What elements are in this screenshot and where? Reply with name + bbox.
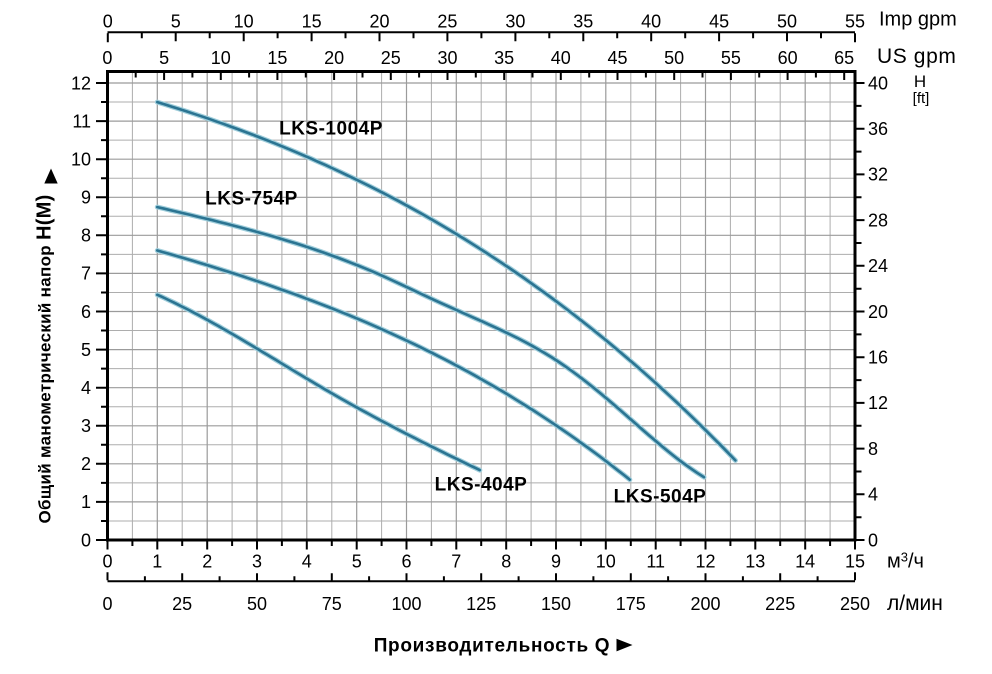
svg-text:7: 7 <box>451 552 461 572</box>
svg-text:8: 8 <box>501 552 511 572</box>
svg-text:15: 15 <box>302 12 322 32</box>
svg-text:Производительность Q: Производительность Q <box>374 636 611 657</box>
svg-text:50: 50 <box>777 12 797 32</box>
svg-text:25: 25 <box>381 48 401 68</box>
svg-text:3: 3 <box>81 416 91 436</box>
svg-text:14: 14 <box>795 552 815 572</box>
svg-text:32: 32 <box>868 165 888 185</box>
svg-text:35: 35 <box>573 12 593 32</box>
svg-text:0: 0 <box>81 530 91 550</box>
svg-text:8: 8 <box>81 226 91 246</box>
svg-text:20: 20 <box>324 48 344 68</box>
svg-text:150: 150 <box>541 594 571 614</box>
svg-text:US gpm: US gpm <box>877 45 956 68</box>
svg-text:50: 50 <box>664 48 684 68</box>
svg-text:8: 8 <box>868 439 878 459</box>
svg-text:1: 1 <box>81 492 91 512</box>
svg-text:4: 4 <box>868 485 878 505</box>
svg-text:11: 11 <box>72 111 91 131</box>
svg-text:10: 10 <box>71 150 91 170</box>
svg-text:40: 40 <box>868 73 888 93</box>
svg-text:200: 200 <box>690 594 720 614</box>
svg-text:36: 36 <box>868 119 888 139</box>
svg-text:10: 10 <box>211 48 231 68</box>
svg-text:1: 1 <box>152 552 162 572</box>
svg-text:4: 4 <box>302 552 312 572</box>
svg-text:45: 45 <box>607 48 627 68</box>
svg-text:35: 35 <box>494 48 514 68</box>
svg-text:9: 9 <box>81 188 91 208</box>
svg-text:60: 60 <box>778 48 798 68</box>
svg-text:5: 5 <box>171 12 181 32</box>
svg-text:5: 5 <box>159 48 169 68</box>
svg-text:H: H <box>914 72 926 91</box>
svg-text:30: 30 <box>437 48 457 68</box>
svg-text:5: 5 <box>81 340 91 360</box>
svg-text:LKS-754P: LKS-754P <box>205 189 298 210</box>
svg-text:100: 100 <box>391 594 421 614</box>
svg-text:10: 10 <box>234 12 254 32</box>
svg-text:28: 28 <box>868 210 888 230</box>
svg-text:Общий манометрический напор Н(: Общий манометрический напор Н(М) <box>34 194 56 523</box>
svg-text:0: 0 <box>102 552 112 572</box>
svg-text:[ft]: [ft] <box>913 90 930 107</box>
svg-text:30: 30 <box>505 12 525 32</box>
svg-text:225: 225 <box>765 594 795 614</box>
svg-text:0: 0 <box>102 594 112 614</box>
svg-text:40: 40 <box>551 48 571 68</box>
svg-text:11: 11 <box>646 552 665 572</box>
svg-text:55: 55 <box>845 12 865 32</box>
svg-text:13: 13 <box>745 552 765 572</box>
svg-text:2: 2 <box>202 552 212 572</box>
svg-text:25: 25 <box>437 12 457 32</box>
svg-text:5: 5 <box>352 552 362 572</box>
svg-text:Imp gpm: Imp gpm <box>879 9 957 31</box>
svg-text:75: 75 <box>322 594 342 614</box>
svg-text:0: 0 <box>868 530 878 550</box>
svg-text:12: 12 <box>71 73 91 93</box>
svg-text:м3/ч: м3/ч <box>887 550 924 573</box>
svg-text:15: 15 <box>267 48 287 68</box>
svg-text:15: 15 <box>845 552 865 572</box>
svg-text:45: 45 <box>709 12 729 32</box>
svg-text:LKS-404P: LKS-404P <box>435 475 528 496</box>
svg-text:12: 12 <box>868 393 888 413</box>
svg-text:7: 7 <box>81 264 91 284</box>
svg-text:3: 3 <box>252 552 262 572</box>
svg-text:50: 50 <box>247 594 267 614</box>
svg-text:20: 20 <box>868 302 888 322</box>
svg-text:0: 0 <box>103 12 113 32</box>
svg-text:175: 175 <box>616 594 646 614</box>
svg-text:16: 16 <box>868 348 888 368</box>
svg-text:0: 0 <box>102 48 112 68</box>
svg-text:55: 55 <box>721 48 741 68</box>
svg-text:л/мин: л/мин <box>887 592 943 615</box>
svg-text:LKS-1004P: LKS-1004P <box>279 119 383 140</box>
svg-text:4: 4 <box>81 378 91 398</box>
svg-text:12: 12 <box>695 552 715 572</box>
svg-text:10: 10 <box>596 552 616 572</box>
svg-text:125: 125 <box>466 594 496 614</box>
svg-text:25: 25 <box>172 594 192 614</box>
svg-text:24: 24 <box>868 256 888 276</box>
svg-text:2: 2 <box>81 454 91 474</box>
svg-text:20: 20 <box>369 12 389 32</box>
svg-text:250: 250 <box>840 594 870 614</box>
svg-text:65: 65 <box>834 48 854 68</box>
svg-text:40: 40 <box>641 12 661 32</box>
svg-text:9: 9 <box>551 552 561 572</box>
svg-text:LKS-504P: LKS-504P <box>614 487 707 508</box>
svg-text:6: 6 <box>81 302 91 322</box>
svg-text:6: 6 <box>401 552 411 572</box>
